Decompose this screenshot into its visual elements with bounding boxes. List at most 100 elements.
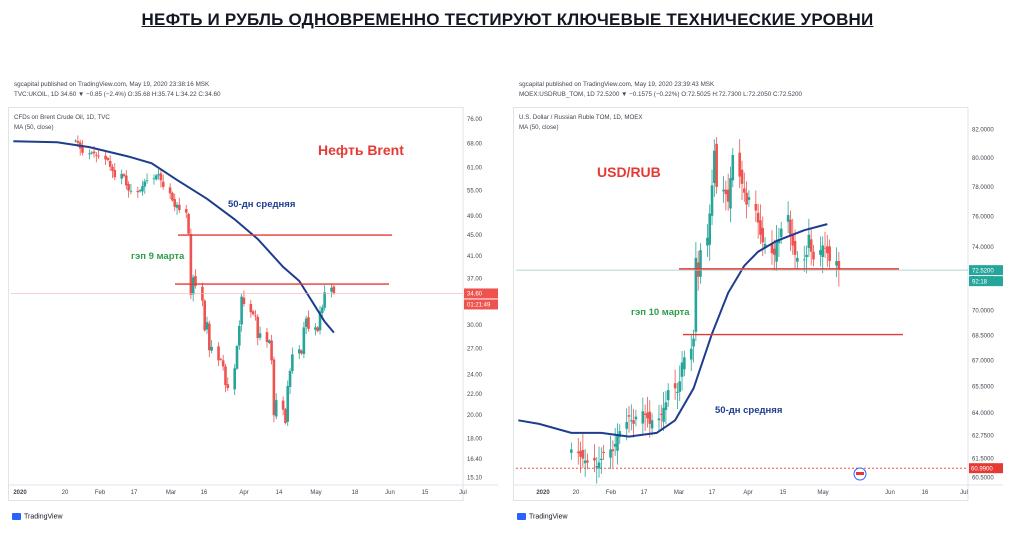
candle-body	[680, 362, 684, 377]
candle-body	[597, 462, 601, 469]
x-tick-label: 16	[922, 490, 929, 496]
candle-body	[763, 243, 767, 247]
y-tick-label: 49.00	[467, 214, 483, 220]
candle-body	[683, 357, 686, 370]
candle-body	[141, 186, 144, 192]
series-title: CFDs on Brent Crude Oil, 1D, TVC	[14, 114, 110, 121]
candle-body	[613, 443, 617, 447]
candle-body	[583, 460, 587, 464]
candle-body	[88, 153, 91, 155]
candle-body	[316, 327, 320, 332]
y-tick-label: 76.00	[467, 117, 483, 123]
candle-body	[630, 420, 633, 422]
y-tick-label: 80.0000	[972, 156, 994, 162]
low-price-tag	[969, 463, 1003, 474]
y-tick-label: 22.00	[467, 392, 483, 398]
candle-body	[249, 303, 253, 313]
candle-body	[835, 261, 838, 266]
x-tick-label: 18	[352, 490, 359, 496]
x-tick-label: Jun	[885, 490, 895, 496]
last-price-label: 72.5200	[972, 268, 994, 274]
x-tick-label: May	[310, 490, 321, 496]
x-tick-label: 16	[201, 490, 208, 496]
candle-body	[657, 418, 661, 421]
y-tick-label: 82.0000	[972, 128, 994, 134]
y-tick-label: 16.40	[467, 457, 483, 463]
candle-body	[659, 413, 663, 415]
candle-body	[152, 178, 156, 180]
candle-body	[184, 209, 188, 213]
candle-body	[791, 234, 795, 246]
y-tick-label: 68.5000	[972, 333, 994, 339]
candle-body	[122, 174, 126, 177]
candle-body	[161, 181, 165, 187]
candle-body	[779, 228, 783, 238]
candle-body	[641, 411, 645, 424]
candle-body	[235, 346, 239, 369]
indicator-label: MA (50, close)	[519, 124, 559, 131]
candle-body	[646, 412, 649, 419]
y-tick-label: 67.0000	[972, 359, 994, 365]
low-price-label: 60.9900	[971, 466, 993, 472]
candle-body	[76, 140, 80, 143]
candle-body	[189, 234, 193, 295]
candle-body	[689, 348, 693, 360]
countdown-tag	[969, 276, 1003, 287]
x-tick-label: May	[817, 490, 828, 496]
chart-annotation-title: Нефть Brent	[318, 142, 404, 158]
x-tick-label: 20	[573, 490, 580, 496]
candle-body	[251, 311, 255, 315]
usdrub-candlestick-chart[interactable]: 82.000080.000078.000076.000074.000072.00…	[513, 107, 1003, 501]
candle-body	[120, 173, 123, 179]
x-tick-label: 2020	[13, 490, 27, 496]
x-tick-label: Feb	[95, 490, 106, 496]
tradingview-logo: TradingView	[517, 513, 568, 520]
candle-body	[143, 181, 147, 187]
chart-frame	[8, 107, 498, 501]
y-tick-label: 27.00	[467, 347, 483, 353]
candle-body	[178, 204, 181, 210]
x-tick-label: Jul	[459, 490, 467, 496]
x-tick-label: Jul	[960, 490, 968, 496]
candle-body	[616, 434, 619, 451]
candle-body	[699, 250, 702, 277]
y-tick-label: 70.0000	[972, 309, 994, 315]
countdown-tag	[464, 299, 498, 310]
candle-body	[745, 192, 748, 205]
candle-body	[267, 340, 271, 343]
candle-body	[129, 190, 133, 192]
candle-body	[154, 175, 158, 180]
candle-body	[796, 257, 799, 262]
y-tick-label: 20.00	[467, 413, 483, 419]
candle-body	[145, 180, 149, 182]
candle-body	[104, 155, 107, 160]
brent-candlestick-chart[interactable]: 76.00 68.00 61.00 55.00 49.00 45.00 41.00 37.00…	[8, 107, 498, 501]
candle-body	[191, 277, 195, 295]
candle-body	[777, 239, 781, 244]
x-tick-label: 2020	[536, 490, 550, 496]
candle-body	[579, 450, 582, 457]
candle-body	[203, 300, 207, 331]
x-tick-label: Mar	[674, 490, 684, 496]
candle-body	[586, 460, 589, 463]
candle-body	[756, 212, 760, 223]
candle-body	[194, 276, 197, 286]
x-tick-label: 14	[276, 490, 283, 496]
candle-body	[581, 449, 585, 459]
candle-body	[692, 338, 695, 347]
price-scale	[968, 107, 1003, 501]
last-price-tag	[969, 265, 1003, 276]
y-tick-label: 18.00	[467, 437, 483, 443]
candle-body	[634, 416, 638, 420]
candle-body	[226, 384, 230, 389]
candle-body	[138, 190, 142, 192]
x-tick-label: Feb	[606, 490, 617, 496]
candle-body	[159, 173, 163, 181]
candle-body	[288, 370, 292, 387]
y-tick-label: 68.00	[467, 141, 483, 147]
y-tick-label: 37.00	[467, 277, 483, 283]
candle-body	[272, 359, 276, 416]
candle-body	[187, 213, 190, 234]
candle-body	[743, 188, 746, 193]
y-tick-label: 24.00	[467, 373, 483, 379]
